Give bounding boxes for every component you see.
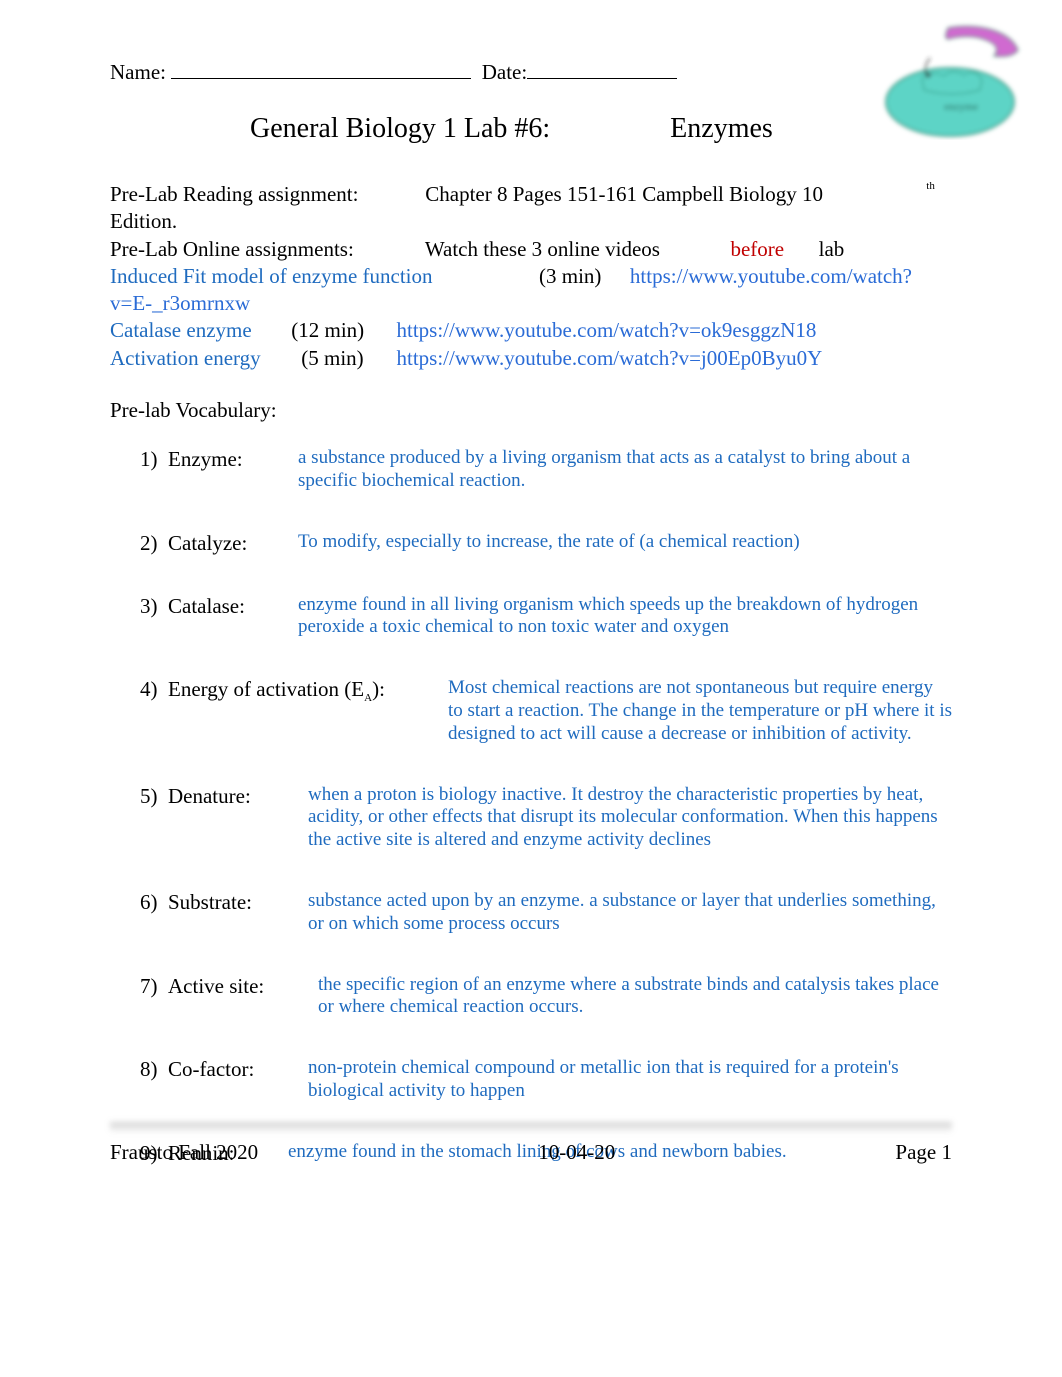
footer-center: 10-04-20 — [538, 1140, 615, 1165]
video3-link[interactable]: https://www.youtube.com/watch?v=j00Ep0By… — [397, 346, 823, 370]
video3-time: (5 min) — [301, 345, 391, 372]
vocab-item: 8)Co-factor:non-protein chemical compoun… — [140, 1057, 952, 1103]
name-date-row: Name: Date: — [110, 60, 952, 85]
vocab-number: 7) — [140, 974, 168, 999]
vocab-term: Catalyze: — [168, 531, 278, 556]
vocab-term: Co-factor: — [168, 1057, 288, 1082]
vocab-item: 1)Enzyme:a substance produced by a livin… — [140, 447, 952, 493]
vocab-header: Pre-lab Vocabulary: — [110, 398, 952, 423]
video1-link2[interactable]: v=E-_r3omrnxw — [110, 291, 250, 315]
online-before: before — [730, 237, 784, 261]
vocab-number: 5) — [140, 784, 168, 809]
title-left: General Biology 1 Lab #6: — [250, 113, 550, 144]
video3-title: Activation energy — [110, 345, 296, 372]
vocab-number: 3) — [140, 594, 168, 619]
vocab-number: 8) — [140, 1057, 168, 1082]
page-footer: Frausto Fall 2020 10-04-20 Page 1 — [110, 1140, 952, 1165]
reading-label: Pre-Lab Reading assignment: — [110, 181, 420, 208]
vocab-number: 6) — [140, 890, 168, 915]
video1-time: (3 min) — [539, 264, 601, 288]
vocab-definition: the specific region of an enzyme where a… — [298, 974, 952, 1020]
online-text1: Watch these 3 online videos — [425, 237, 660, 261]
vocab-definition: non-protein chemical compound or metalli… — [288, 1057, 952, 1103]
footer-left: Frausto Fall 2020 — [110, 1140, 258, 1165]
vocab-definition: a substance produced by a living organis… — [278, 447, 952, 493]
vocab-number: 2) — [140, 531, 168, 556]
reading-edition: Edition. — [110, 209, 177, 233]
date-label: Date: — [482, 60, 527, 84]
vocab-definition: Most chemical reactions are not spontane… — [428, 677, 952, 745]
svg-text:enzyme: enzyme — [944, 101, 978, 113]
vocab-item: 2)Catalyze:To modify, especially to incr… — [140, 531, 952, 556]
title-right: Enzymes — [670, 113, 773, 144]
online-lab: lab — [819, 237, 845, 261]
video1-link[interactable]: https://www.youtube.com/watch? — [630, 264, 912, 288]
vocab-item: 5)Denature:when a proton is biology inac… — [140, 784, 952, 852]
vocab-term: Enzyme: — [168, 447, 278, 472]
vocab-definition: enzyme found in all living organism whic… — [278, 594, 952, 640]
reading-text: Chapter 8 Pages 151-161 Campbell Biology… — [425, 182, 823, 206]
footer-divider — [110, 1122, 952, 1136]
vocab-number: 1) — [140, 447, 168, 472]
vocab-definition: To modify, especially to increase, the r… — [278, 531, 952, 554]
vocab-number: 4) — [140, 677, 168, 702]
page-title: General Biology 1 Lab #6: Enzymes — [110, 113, 952, 145]
online-label: Pre-Lab Online assignments: — [110, 236, 420, 263]
video2-title: Catalase enzyme — [110, 317, 286, 344]
vocab-item: 6)Substrate:substance acted upon by an e… — [140, 890, 952, 936]
vocab-term: Denature: — [168, 784, 288, 809]
vocab-term: Catalase: — [168, 594, 278, 619]
video2-time: (12 min) — [291, 317, 391, 344]
vocab-definition: when a proton is biology inactive. It de… — [288, 784, 952, 852]
reading-th: th — [926, 180, 935, 192]
name-label: Name: — [110, 60, 166, 84]
vocab-item: 3)Catalase:enzyme found in all living or… — [140, 594, 952, 640]
footer-right: Page 1 — [895, 1140, 952, 1165]
video1-title: Induced Fit model of enzyme function — [110, 264, 433, 288]
assignments-block: Pre-Lab Reading assignment: Chapter 8 Pa… — [110, 181, 952, 372]
vocab-term: Substrate: — [168, 890, 288, 915]
vocab-term: Active site: — [168, 974, 298, 999]
vocab-item: 4)Energy of activation (EA):Most chemica… — [140, 677, 952, 745]
vocab-item: 7) Active site:the specific region of an… — [140, 974, 952, 1020]
vocab-list: 1)Enzyme:a substance produced by a livin… — [110, 447, 952, 1166]
vocab-definition: substance acted upon by an enzyme. a sub… — [288, 890, 952, 936]
enzyme-diagram-icon: enzyme — [852, 20, 1032, 140]
vocab-term: Energy of activation (EA): — [168, 677, 428, 704]
video2-link[interactable]: https://www.youtube.com/watch?v=ok9esggz… — [397, 318, 817, 342]
